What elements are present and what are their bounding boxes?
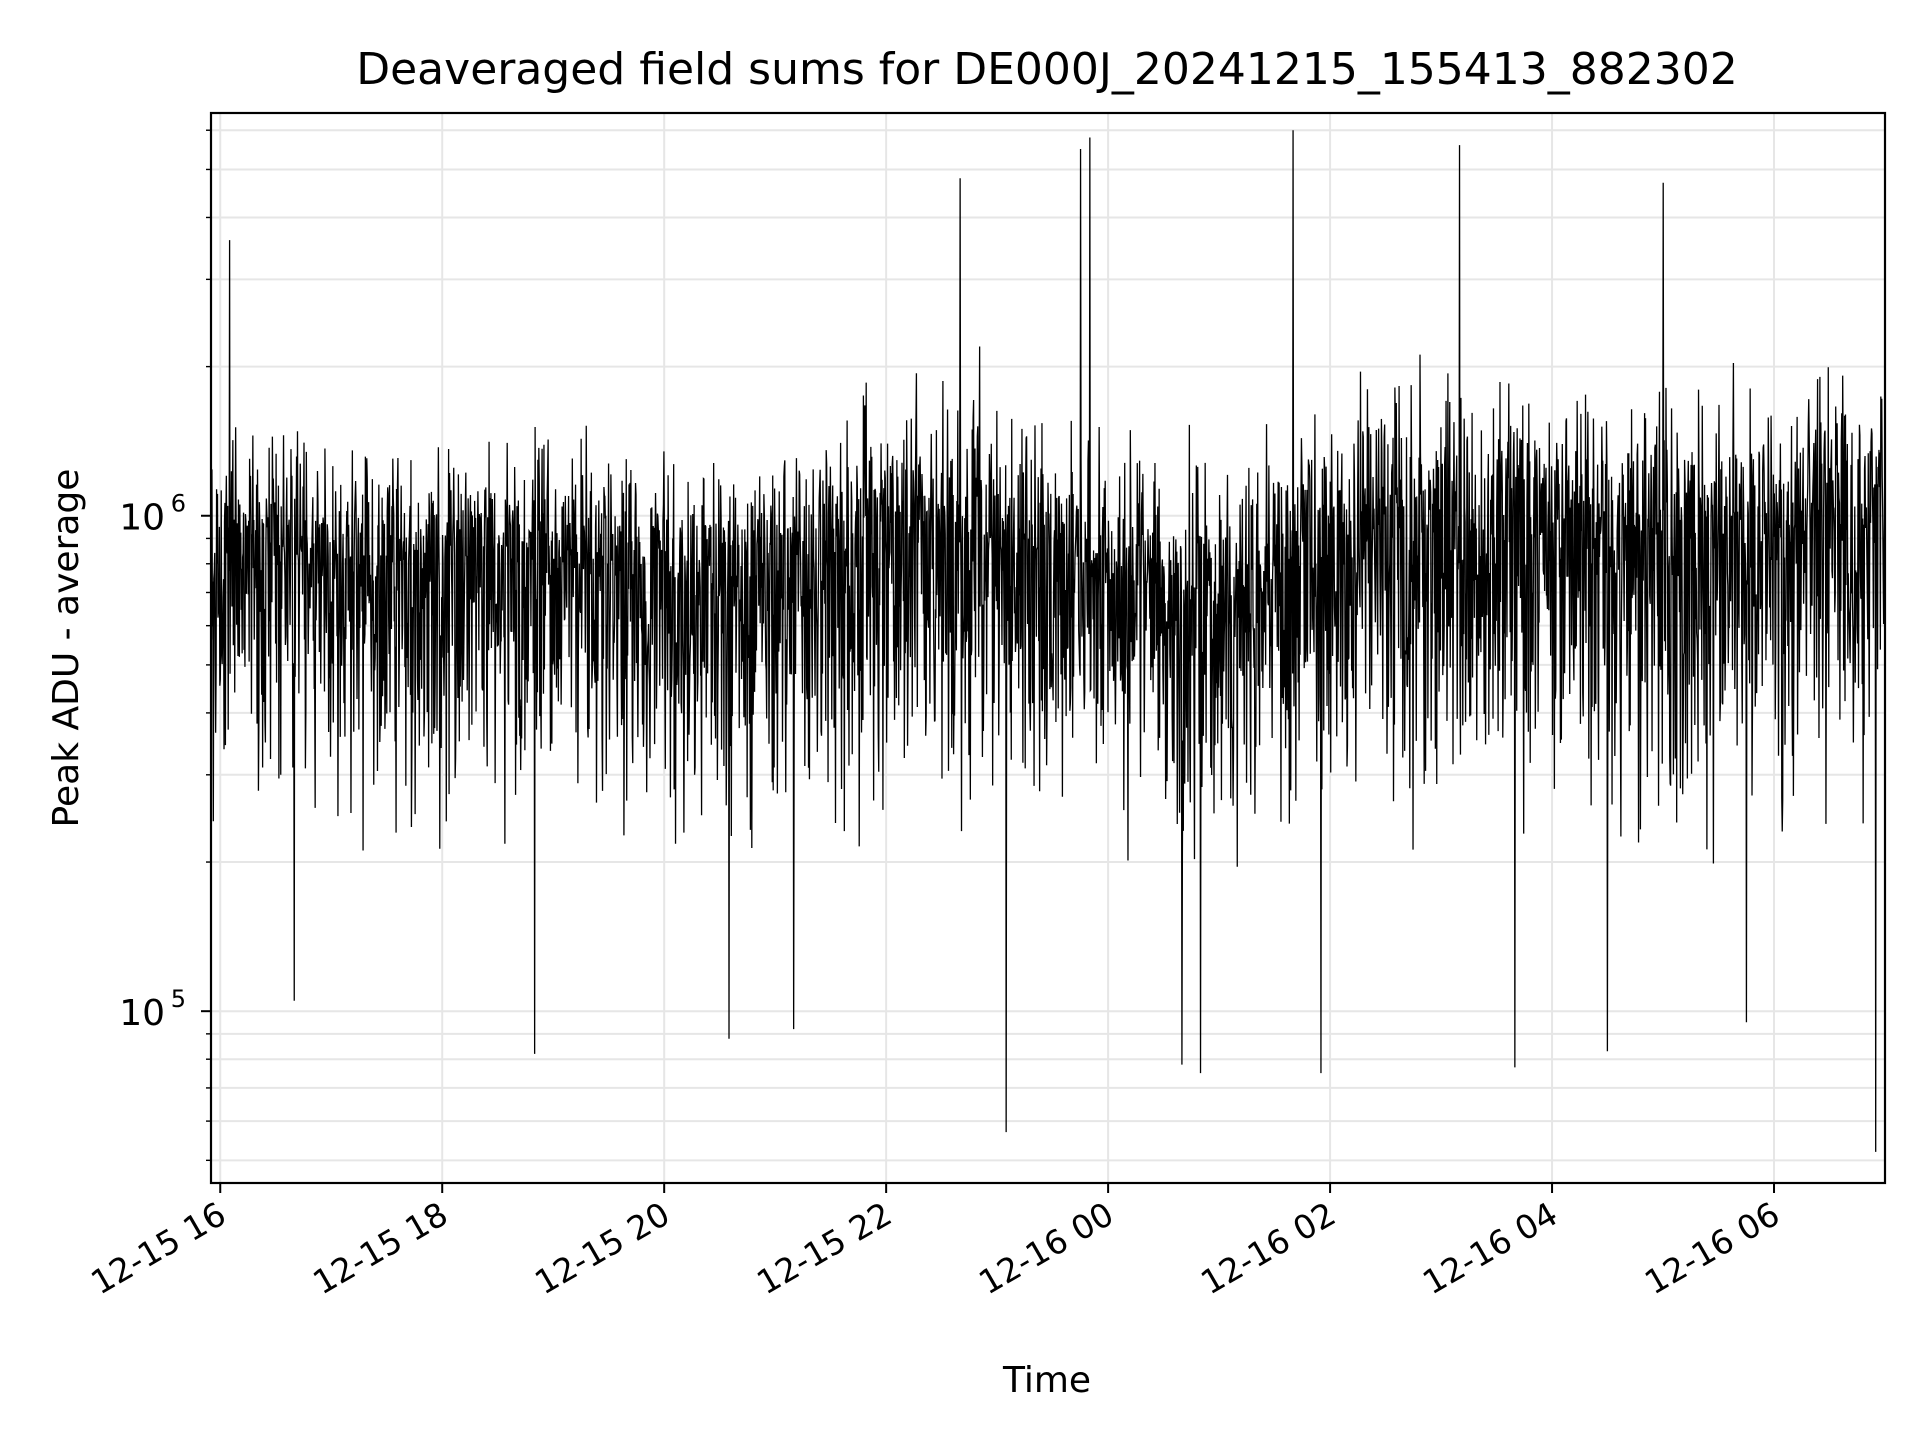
series-line (211, 130, 1885, 1152)
series-path (211, 130, 1885, 1152)
svg-text:10: 10 (119, 993, 165, 1034)
svg-text:10: 10 (119, 498, 165, 539)
y-axis-label: Peak ADU - average (46, 469, 87, 828)
plot-frame (209, 111, 1887, 1185)
plot-area (211, 130, 1885, 1152)
svg-text:6: 6 (171, 490, 186, 518)
y-tick-label: 10 6 (119, 490, 186, 539)
svg-text:5: 5 (171, 985, 186, 1013)
x-axis-label: Time (1002, 1360, 1091, 1401)
chart-title: Deaveraged field sums for DE000J_2024121… (356, 44, 1738, 95)
y-tick-label: 10 5 (119, 985, 186, 1034)
